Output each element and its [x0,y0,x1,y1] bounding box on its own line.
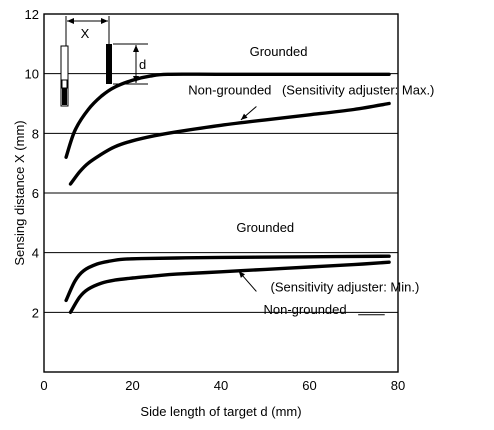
side-arrow-top [133,45,139,52]
distance-symbol: X [81,26,90,41]
y-tick-label: 2 [32,305,39,320]
annotation-grounded: Grounded [236,220,294,235]
x-tick-label: 20 [125,378,139,393]
side-arrow-bottom [133,76,139,83]
annotation-non-grounded: Non-grounded [188,83,271,98]
series-line-grounded-min [64,254,391,303]
distance-arrow-right [101,18,108,24]
annotation-sensitivity-adjuster-min: (Sensitivity adjuster: Min.) [270,279,419,294]
x-tick-label: 40 [214,378,228,393]
series-group [64,72,391,314]
annotations: Grounded Non-grounded (Sensitivity adjuste… [188,44,434,317]
y-tick-label: 10 [25,67,39,82]
sensor-tip [62,88,67,105]
annotation-sensitivity-adjuster-max: (Sensitivity adjuster: Max.) [282,83,434,98]
x-axis-label: Side length of target d (mm) [140,404,301,419]
y-tick-label: 4 [32,246,39,261]
series-line-grounded-max [64,72,391,159]
leader-max-non-grounded-arrowhead [240,113,248,120]
target-plate [106,44,112,84]
x-tick-label: 0 [40,378,47,393]
annotation-non-grounded: Non-grounded [264,302,347,317]
x-tick-label: 80 [391,378,405,393]
y-tick-label: 12 [25,7,39,22]
leader-min-sensitivity-arrowhead [238,271,245,278]
side-symbol: d [139,57,146,72]
y-tick-label: 8 [32,126,39,141]
sensor-head [61,79,68,89]
y-tick-label: 6 [32,186,39,201]
annotation-grounded: Grounded [250,44,308,59]
plot-frame [43,13,399,373]
y-tick-labels: 2 4 6 8 10 12 [25,7,39,320]
leader-lines [238,106,385,316]
distance-arrow-left [67,18,74,24]
x-tick-label: 60 [302,378,316,393]
series-line-non-grounded-min [68,260,391,314]
series-line-non-grounded-max [68,101,391,186]
x-tick-labels: 0 20 40 60 80 [40,378,405,393]
sensor-body [60,45,69,107]
y-axis-label: Sensing distance X (mm) [12,120,27,265]
inset-diagram: X d [60,16,148,107]
